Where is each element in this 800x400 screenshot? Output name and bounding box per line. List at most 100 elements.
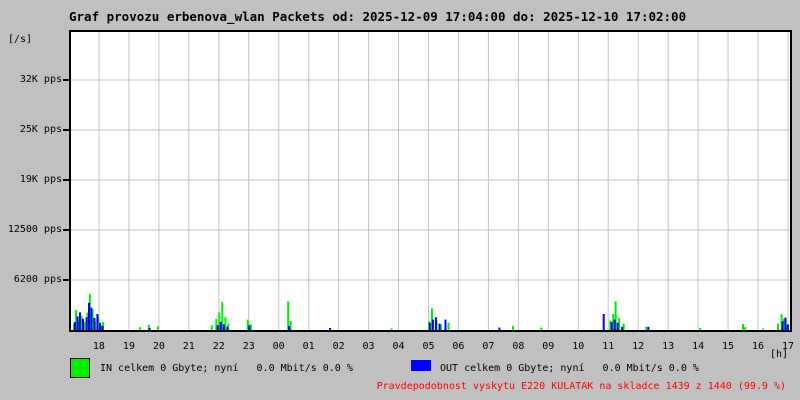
in-spike — [156, 326, 159, 330]
in-spike — [612, 314, 615, 330]
in-spike — [221, 302, 224, 330]
in-spike — [645, 326, 648, 330]
in-spike — [540, 327, 543, 330]
out-spike — [99, 322, 102, 330]
y-axis-label: 25K pps — [19, 124, 62, 135]
in-spike — [287, 301, 290, 330]
out-spike — [248, 325, 251, 330]
x-axis-label: 06 — [452, 341, 465, 352]
in-spike — [75, 310, 78, 330]
x-axis-label: 07 — [482, 341, 495, 352]
out-spike — [329, 328, 332, 330]
x-axis-label: 22 — [212, 341, 225, 352]
in-spike — [762, 328, 764, 330]
x-axis-label: 09 — [542, 341, 555, 352]
x-axis-label: 14 — [692, 341, 705, 352]
y-axis-label: 19K pps — [19, 174, 62, 185]
out-spike — [613, 319, 616, 330]
out-spike — [438, 323, 441, 330]
in-spike — [742, 324, 744, 330]
in-spike — [744, 327, 747, 330]
out-spike — [85, 317, 88, 330]
x-axis-label: 04 — [392, 341, 405, 352]
out-spike — [784, 317, 787, 330]
in-spike — [246, 319, 249, 330]
y-axis-tick — [63, 179, 69, 181]
in-spike — [83, 322, 86, 330]
x-axis-label: 01 — [302, 341, 315, 352]
out-spike — [226, 326, 229, 330]
x-axis-label: 23 — [242, 341, 255, 352]
in-spike — [224, 317, 227, 330]
out-spike — [781, 321, 784, 330]
plot-area — [69, 30, 792, 332]
in-spike — [783, 318, 785, 330]
legend-in-swatch — [70, 358, 90, 378]
out-spike — [219, 322, 222, 330]
out-spike — [96, 314, 99, 330]
in-spike — [218, 312, 221, 330]
out-spike — [216, 325, 219, 330]
out-spike — [431, 319, 434, 330]
x-axis-label: 13 — [662, 341, 675, 352]
y-axis-tick — [63, 229, 69, 231]
in-spike — [80, 315, 83, 330]
x-axis-label: 00 — [272, 341, 285, 352]
y-axis-tick — [63, 79, 69, 81]
traffic-chart — [71, 32, 790, 330]
y-axis-label: 12500 pps — [7, 224, 62, 235]
in-spike — [511, 326, 514, 330]
x-axis-label: 10 — [572, 341, 585, 352]
y-axis-label: 32K pps — [19, 74, 62, 85]
x-axis-label: 18 — [92, 341, 105, 352]
x-axis-label: 12 — [632, 341, 645, 352]
x-axis-label: 11 — [602, 341, 615, 352]
in-spike — [147, 324, 150, 330]
y-axis-tick — [63, 129, 69, 131]
out-spike — [82, 318, 84, 330]
in-spike — [614, 301, 617, 330]
x-axis-label: 17 — [781, 341, 794, 352]
out-spike — [73, 322, 76, 330]
y-axis-unit-label: [/s] — [8, 34, 33, 45]
out-spike — [101, 326, 104, 330]
out-spike — [602, 314, 605, 330]
out-spike — [93, 318, 96, 330]
legend-out-swatch — [411, 360, 431, 371]
x-axis-unit-label: [h] — [770, 349, 789, 360]
x-axis-label: 08 — [512, 341, 525, 352]
in-spike — [390, 328, 393, 330]
in-spike — [210, 325, 213, 330]
out-spike — [786, 324, 789, 330]
out-spike — [616, 322, 619, 330]
in-spike — [431, 308, 433, 330]
in-spike — [91, 309, 94, 330]
in-spike — [699, 328, 702, 330]
out-spike — [148, 328, 151, 330]
warning-text: Pravdepodobnost vyskytu E220 KULATAK na … — [376, 381, 786, 392]
out-spike — [621, 326, 624, 330]
x-axis-label: 02 — [332, 341, 345, 352]
x-axis-label: 16 — [752, 341, 765, 352]
out-spike — [90, 307, 93, 330]
in-spike — [289, 321, 292, 330]
out-spike — [610, 322, 613, 330]
in-spike — [609, 320, 612, 330]
out-spike — [88, 302, 90, 330]
in-spike — [622, 323, 625, 330]
in-spike — [138, 327, 141, 330]
x-axis-label: 20 — [152, 341, 165, 352]
in-spike — [215, 318, 218, 330]
y-axis-tick — [63, 279, 69, 281]
in-spike — [618, 318, 621, 330]
in-spike — [777, 323, 779, 330]
out-spike — [498, 327, 501, 330]
out-spike — [647, 326, 650, 330]
y-axis-label: 6200 pps — [13, 274, 62, 285]
out-spike — [76, 316, 79, 330]
legend-in-label: IN celkem 0 Gbyte; nyní 0.0 Mbit/s 0.0 % — [100, 363, 353, 374]
x-axis-label: 15 — [722, 341, 735, 352]
out-spike — [79, 312, 81, 330]
legend-out-label: OUT celkem 0 Gbyte; nyní 0.0 Mbit/s 0.0 … — [440, 363, 699, 374]
out-spike — [288, 326, 291, 330]
